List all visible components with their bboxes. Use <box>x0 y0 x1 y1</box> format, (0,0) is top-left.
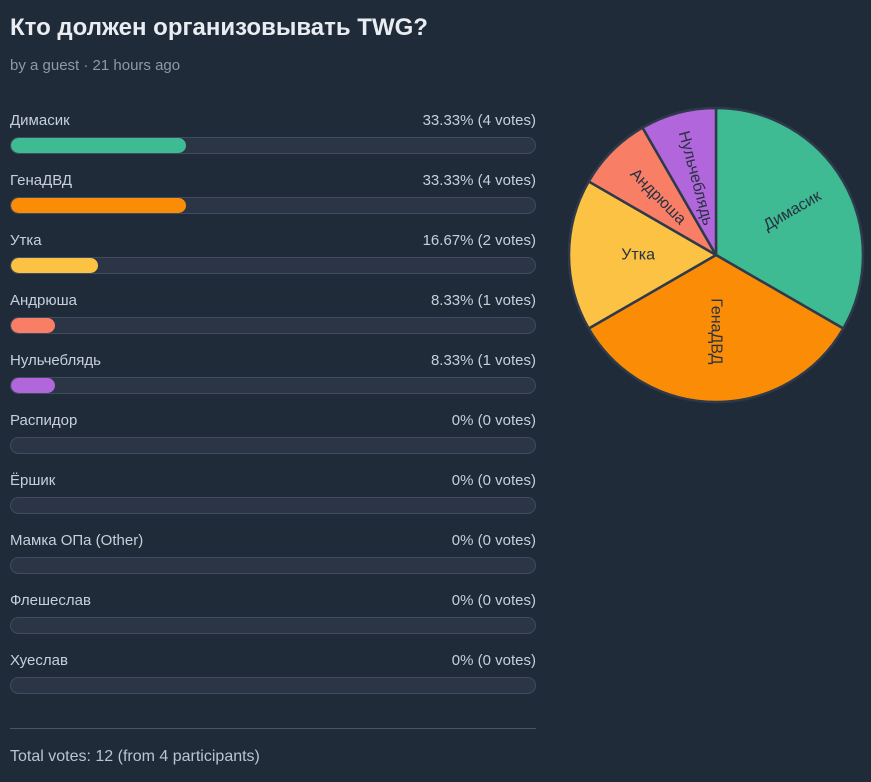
poll-byline: by a guest · 21 hours ago <box>10 57 181 74</box>
poll-options-list: Димасик 33.33% (4 votes) ГенаДВД 33.33% … <box>10 111 536 711</box>
option-label: ГенаДВД <box>10 172 73 189</box>
option-label: Андрюша <box>10 292 78 309</box>
option-bar-track <box>10 197 536 214</box>
poll-option-row: Ёршик 0% (0 votes) <box>10 471 536 514</box>
poll-option-row: Андрюша 8.33% (1 votes) <box>10 291 536 334</box>
poll-option-row: Утка 16.67% (2 votes) <box>10 231 536 274</box>
option-result: 33.33% (4 votes) <box>422 112 536 129</box>
total-votes: Total votes: 12 (from 4 participants) <box>10 748 260 765</box>
pie-slice-label: ГенаДВД <box>708 298 725 364</box>
option-bar-fill <box>11 138 186 153</box>
option-result: 16.67% (2 votes) <box>422 232 536 249</box>
poll-option-row: Мамка ОПа (Other) 0% (0 votes) <box>10 531 536 574</box>
option-bar-track <box>10 377 536 394</box>
option-bar-track <box>10 557 536 574</box>
option-label: Хуеслав <box>10 652 68 669</box>
poll-option-row: Флешеслав 0% (0 votes) <box>10 591 536 634</box>
option-result: 0% (0 votes) <box>451 412 536 429</box>
pie-slice <box>714 106 865 330</box>
poll-option-row: Хуеслав 0% (0 votes) <box>10 651 536 694</box>
option-result: 33.33% (4 votes) <box>422 172 536 189</box>
option-label: Ёршик <box>10 472 56 489</box>
option-label: Флешеслав <box>10 592 91 609</box>
option-bar-track <box>10 497 536 514</box>
option-bar-track <box>10 437 536 454</box>
option-bar-track <box>10 137 536 154</box>
option-bar-track <box>10 617 536 634</box>
pie-slice <box>641 106 718 257</box>
pie-slice-label: Утка <box>621 247 655 264</box>
poll-option-row: Распидор 0% (0 votes) <box>10 411 536 454</box>
poll-option-row: ГенаДВД 33.33% (4 votes) <box>10 171 536 214</box>
footer-divider <box>10 728 536 729</box>
option-result: 0% (0 votes) <box>451 472 536 489</box>
option-bar-fill <box>11 378 55 393</box>
poll-option-row: Димасик 33.33% (4 votes) <box>10 111 536 154</box>
pie-slice <box>567 180 718 330</box>
option-bar-fill <box>11 318 55 333</box>
option-label: Димасик <box>10 112 70 129</box>
pie-slice <box>587 253 845 404</box>
option-bar-track <box>10 317 536 334</box>
option-label: Нульчеблядь <box>10 352 101 369</box>
option-result: 8.33% (1 votes) <box>430 292 536 309</box>
option-result: 0% (0 votes) <box>451 532 536 549</box>
poll-title: Кто должен организовывать TWG? <box>10 14 428 41</box>
option-result: 0% (0 votes) <box>451 652 536 669</box>
option-bar-fill <box>11 198 186 213</box>
option-bar-fill <box>11 258 99 273</box>
option-bar-track <box>10 677 536 694</box>
option-result: 8.33% (1 votes) <box>430 352 536 369</box>
option-label: Распидор <box>10 412 78 429</box>
option-bar-track <box>10 257 536 274</box>
option-result: 0% (0 votes) <box>451 592 536 609</box>
poll-option-row: Нульчеблядь 8.33% (1 votes) <box>10 351 536 394</box>
option-label: Утка <box>10 232 42 249</box>
option-label: Мамка ОПа (Other) <box>10 532 144 549</box>
